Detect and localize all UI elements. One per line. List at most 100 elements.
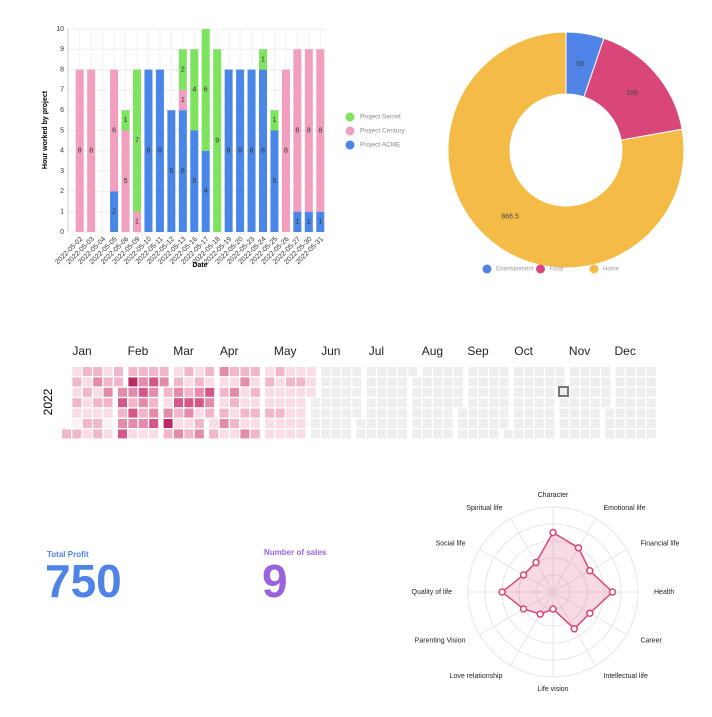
- bar-value-label: 8: [238, 148, 242, 155]
- day-cell: [184, 408, 194, 418]
- day-cell: [296, 408, 306, 418]
- empty-day: [615, 367, 625, 376]
- empty-day: [422, 408, 432, 418]
- slice-label: 58: [576, 61, 584, 68]
- empty-day: [433, 387, 443, 397]
- day-cell: [149, 408, 159, 418]
- bar-segment: [316, 49, 325, 212]
- empty-day: [331, 398, 341, 408]
- day-cell: [286, 419, 295, 428]
- day-cell: [286, 387, 295, 397]
- y-tick-label: 4: [60, 148, 64, 155]
- bar-segment: [259, 49, 267, 70]
- day-cell: [93, 419, 103, 428]
- empty-day: [555, 367, 565, 376]
- empty-day: [468, 429, 478, 439]
- day-cell: [265, 429, 275, 439]
- empty-day: [489, 387, 499, 397]
- day-cell: [72, 377, 82, 387]
- day-cell: [230, 419, 239, 428]
- day-cell: [205, 367, 215, 376]
- bar-value-label: 8: [227, 148, 231, 155]
- radar-axis-label: Social life: [436, 540, 466, 547]
- month-label: Mar: [173, 344, 194, 358]
- empty-day: [356, 419, 366, 428]
- empty-day: [590, 387, 600, 397]
- empty-day: [636, 419, 646, 428]
- empty-day: [352, 377, 362, 387]
- empty-day: [377, 398, 387, 408]
- selected-day[interactable]: [558, 386, 569, 397]
- empty-day: [499, 408, 509, 418]
- empty-day: [342, 377, 351, 387]
- day-cell: [205, 387, 215, 397]
- bar-segment: [87, 69, 96, 232]
- day-cell: [265, 419, 275, 428]
- empty-day: [310, 429, 320, 439]
- day-cell: [209, 429, 219, 439]
- empty-day: [443, 408, 453, 418]
- radar-point: [586, 609, 594, 617]
- bar-segment: [121, 110, 130, 131]
- legend-label: Food: [550, 267, 564, 273]
- day-cell: [286, 429, 295, 439]
- day-cell: [219, 419, 229, 428]
- empty-day: [580, 429, 590, 439]
- day-cell: [250, 429, 260, 439]
- empty-day: [545, 367, 555, 376]
- empty-day: [454, 377, 463, 387]
- bar-segment: [190, 49, 199, 131]
- empty-day: [514, 387, 523, 397]
- month-label: Sep: [467, 344, 489, 358]
- empty-day: [514, 377, 523, 387]
- empty-day: [615, 398, 625, 408]
- empty-day: [468, 408, 478, 418]
- day-cell: [306, 387, 316, 397]
- empty-day: [646, 367, 656, 376]
- bar-segment: [110, 191, 119, 232]
- month-label: Nov: [569, 344, 590, 358]
- month-label: Jan: [72, 344, 91, 358]
- bar-value-label: 1: [135, 219, 139, 226]
- slice-label: 189: [626, 90, 638, 97]
- empty-day: [545, 408, 555, 418]
- empty-day: [514, 429, 523, 439]
- day-cell: [250, 419, 260, 428]
- empty-day: [398, 419, 407, 428]
- bar-value-label: 8: [307, 127, 311, 134]
- empty-day: [580, 419, 590, 428]
- empty-day: [478, 408, 488, 418]
- empty-day: [605, 419, 615, 428]
- empty-day: [601, 398, 611, 408]
- y-tick-label: 1: [60, 209, 64, 216]
- empty-day: [570, 398, 579, 408]
- empty-day: [524, 398, 534, 408]
- radar-point: [574, 544, 583, 552]
- day-cell: [250, 387, 260, 397]
- legend-swatch: [589, 264, 599, 274]
- day-cell: [159, 377, 169, 387]
- bar-value-label: 9: [215, 137, 219, 144]
- day-cell: [174, 429, 183, 439]
- empty-day: [352, 367, 362, 376]
- radar-point: [536, 610, 544, 618]
- bar-segment: [133, 69, 141, 212]
- day-cell: [184, 419, 194, 428]
- day-cell: [103, 377, 113, 387]
- empty-day: [331, 429, 341, 439]
- bar-value-label: 6: [181, 168, 185, 175]
- day-cell: [219, 367, 229, 376]
- empty-day: [534, 367, 544, 376]
- radar-spoke: [479, 549, 554, 593]
- day-cell: [275, 408, 285, 418]
- day-cell: [72, 367, 82, 376]
- bar-value-label: 2: [112, 209, 116, 216]
- day-cell: [296, 419, 306, 428]
- empty-day: [534, 377, 544, 387]
- empty-day: [366, 398, 376, 408]
- empty-day: [342, 419, 351, 428]
- day-cell: [275, 398, 285, 408]
- empty-day: [636, 408, 646, 418]
- day-cell: [240, 408, 250, 418]
